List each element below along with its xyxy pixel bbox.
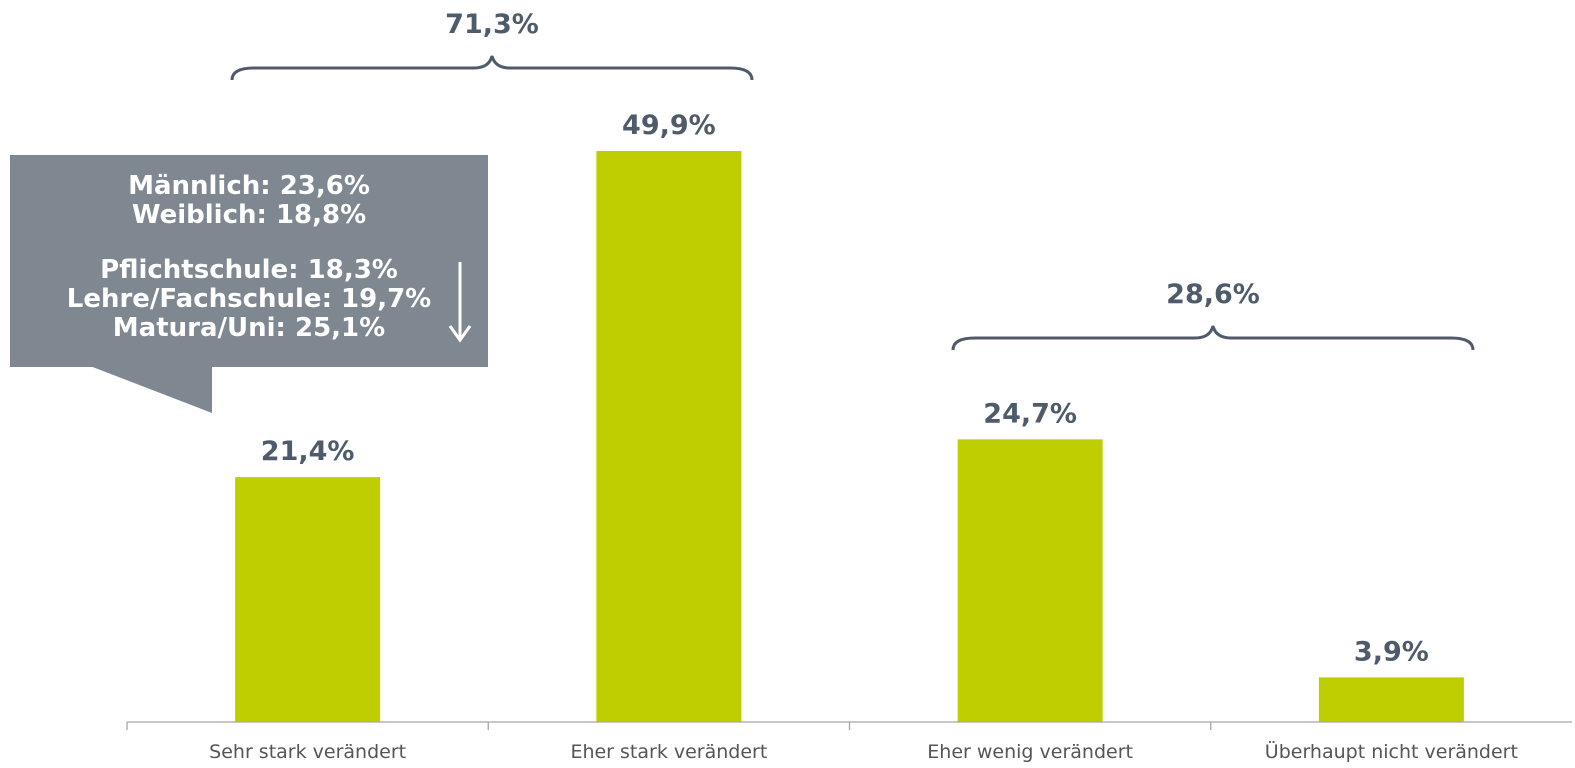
group-braces: 71,3% 28,6% <box>230 9 1475 351</box>
callout-background <box>10 155 488 367</box>
group-brace-1 <box>230 55 754 81</box>
bar-3 <box>957 439 1103 722</box>
value-label-3: 24,7% <box>983 398 1077 429</box>
category-label-2: Eher stark verändert <box>570 741 767 763</box>
group-brace-2 <box>951 325 1475 351</box>
callout-edu-pflichtschule: Pflichtschule: 18,3% <box>100 255 398 285</box>
group-label-2: 28,6% <box>1166 279 1260 310</box>
value-labels: 21,4% 49,9% 24,7% 3,9% <box>261 110 1429 667</box>
bar-4 <box>1318 677 1464 722</box>
value-label-4: 3,9% <box>1354 636 1429 667</box>
category-label-4: Überhaupt nicht verändert <box>1265 740 1518 763</box>
category-label-3: Eher wenig verändert <box>927 741 1133 763</box>
callout-gender: Männlich: 23,6% Weiblich: 18,8% <box>10 172 488 230</box>
category-label-1: Sehr stark verändert <box>209 741 406 763</box>
bars <box>235 151 1464 722</box>
callout-box <box>10 155 488 413</box>
group-label-1: 71,3% <box>445 9 539 40</box>
callout-edu-lehre: Lehre/Fachschule: 19,7% <box>66 284 432 314</box>
callout-gender-female: Weiblich: 18,8% <box>131 200 367 230</box>
arrow-down-icon <box>448 262 472 343</box>
value-label-1: 21,4% <box>261 436 355 467</box>
callout-edu-matura: Matura/Uni: 25,1% <box>112 313 386 343</box>
x-axis: Sehr stark verändert Eher stark verändert… <box>126 721 1572 763</box>
bar-2 <box>596 151 742 722</box>
callout-education: Pflichtschule: 18,3% Lehre/Fachschule: 1… <box>10 256 488 343</box>
value-label-2: 49,9% <box>622 110 716 141</box>
callout-gender-male: Männlich: 23,6% <box>128 171 370 201</box>
bar-1 <box>235 477 381 722</box>
callout-pointer <box>90 366 212 413</box>
